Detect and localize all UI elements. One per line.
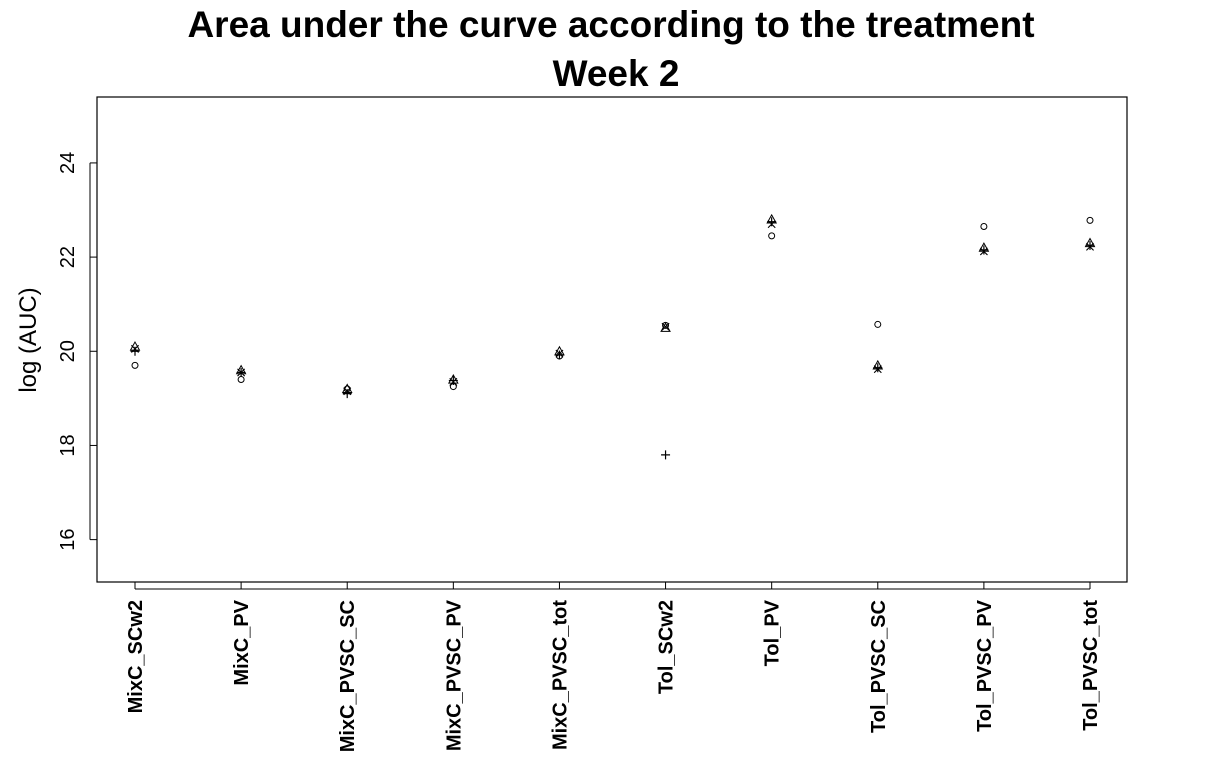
data-point-triangle [660, 322, 671, 332]
y-tick-label: 18 [57, 434, 79, 456]
data-point-circle [768, 232, 776, 240]
x-tick-label: MixC_PVSC_tot [549, 600, 571, 750]
data-point-circle [1086, 216, 1094, 224]
data-point-cross [449, 377, 458, 386]
x-tick-label: Tol_PVSC_tot [1080, 600, 1102, 731]
data-point-plus [554, 350, 564, 360]
y-tick-label: 24 [57, 152, 79, 174]
data-point-cross [1086, 242, 1094, 251]
x-tick-label: Tol_SCw2 [656, 600, 678, 694]
x-tick-label: MixC_PV [231, 599, 253, 685]
data-point-plus [448, 375, 458, 385]
data-point-circle [131, 361, 139, 369]
x-axis: MixC_SCw2 MixC_PV MixC_PVSC_SC MixC_PVSC_PV… [125, 582, 1102, 752]
data-point-cross [767, 220, 776, 229]
y-tick-label: 16 [57, 528, 79, 550]
data-point-circle [874, 320, 882, 328]
x-tick-label: MixC_PVSC_PV [443, 599, 465, 751]
data-point-cross [237, 368, 246, 377]
data-point-circle [237, 376, 245, 384]
y-tick-label: 20 [57, 340, 79, 362]
data-point-circle [980, 222, 988, 230]
chart-title: Area under the curve according to the tr… [187, 4, 1034, 45]
data-points [129, 213, 1096, 460]
data-point-plus [979, 245, 989, 255]
chart-subtitle: Week 2 [553, 53, 680, 94]
x-tick-label: Tol_PVSC_SC [868, 600, 890, 733]
y-axis: 16 18 20 22 24 [57, 152, 97, 551]
data-point-cross [979, 247, 988, 256]
x-tick-label: Tol_PVSC_PV [974, 599, 996, 732]
data-point-plus [767, 217, 777, 227]
data-point-cross [555, 349, 564, 358]
data-point-plus [1085, 240, 1095, 250]
x-tick-label: Tol_PV [762, 599, 784, 666]
y-axis-label: log (AUC) [15, 287, 42, 392]
data-point-cross [131, 344, 139, 353]
x-tick-label: MixC_PVSC_SC [337, 600, 359, 752]
data-point-cross [661, 322, 670, 331]
data-point-plus [661, 450, 671, 460]
plot-frame [96, 96, 1128, 583]
data-point-cross [873, 365, 882, 374]
data-point-cross [343, 387, 352, 396]
x-tick-label: MixC_SCw2 [125, 600, 147, 713]
data-point-plus [873, 363, 883, 373]
y-tick-label: 22 [57, 246, 79, 268]
